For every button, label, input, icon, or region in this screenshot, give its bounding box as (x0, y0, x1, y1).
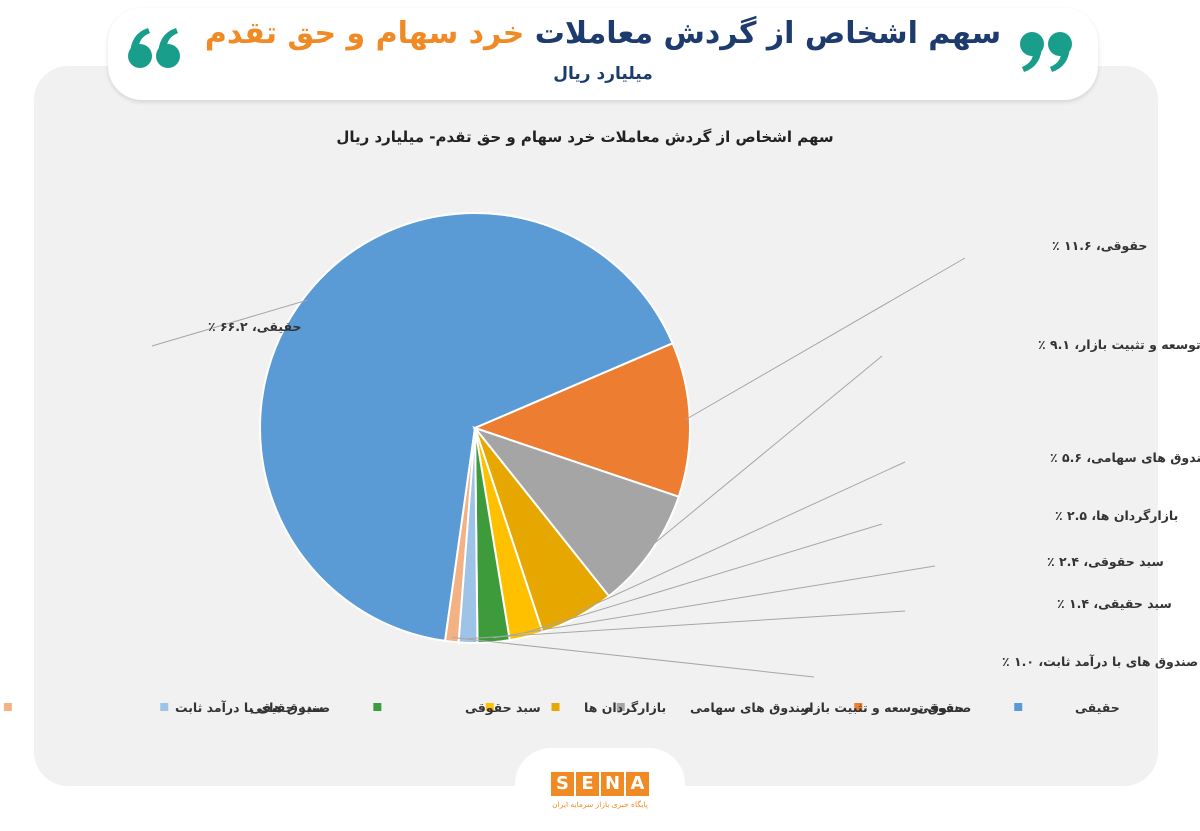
legend-entry: حقوقی (917, 700, 964, 715)
legend-entry: سبد حقیقی (250, 700, 324, 715)
quote-close-icon (1020, 32, 1072, 72)
pie-slice (259, 212, 674, 643)
data-label: سبد حقوقی، ۲.۴ ٪ (1047, 554, 1164, 569)
page-title: سهم اشخاص از گردش معاملات خرد سهام و حق … (108, 16, 1098, 51)
logo-letter: E (576, 772, 599, 796)
sena-logo: S E N A (551, 772, 649, 796)
legend-swatch (160, 703, 169, 711)
legend-swatch (854, 703, 863, 711)
legend-swatch (373, 703, 382, 711)
data-label: سبد حقیقی، ۱.۴ ٪ (1057, 596, 1172, 611)
pie-slice (472, 425, 680, 598)
legend-swatch (1014, 703, 1023, 711)
legend-swatch (551, 703, 560, 711)
leader-line (468, 610, 906, 640)
legend-entry: صندوق های با درآمد ثابت (175, 700, 330, 715)
data-labels: حقیقی، ۶۶.۲ ٪ حقوقی، ۱۱.۶ ٪ صندوق توسعه و … (208, 238, 1200, 669)
legend-entry: بازارگردان ها (584, 700, 666, 715)
logo-letter: N (601, 772, 624, 796)
logo-letter: S (551, 772, 574, 796)
legend-swatch (485, 703, 494, 711)
logo-letter: A (626, 772, 649, 796)
data-label: صندوق های سهامی، ۵.۶ ٪ (1050, 450, 1200, 465)
quote-open-icon (128, 28, 180, 68)
pie-slice (443, 427, 476, 644)
leader-line (493, 565, 936, 639)
logo-tagline: پایگاه خبری بازار سرمایه ایران (552, 800, 648, 809)
leader-line (575, 461, 906, 614)
page-subtitle: میلیارد ریال (553, 64, 653, 84)
footer-logo: S E N A پایگاه خبری بازار سرمایه ایران (515, 748, 685, 831)
leader-lines (151, 257, 966, 678)
chart-title: سهم اشخاص از گردش معاملات خرد سهام و حق … (336, 128, 833, 146)
title-part-2: خرد سهام و حق تقدم (204, 16, 525, 51)
pie-slices (259, 212, 691, 644)
legend-entry: سبد حقوقی (465, 700, 541, 715)
title-part-1: سهم اشخاص از گردش معاملات (534, 16, 1002, 51)
data-label: بازارگردان ها، ۲.۵ ٪ (1055, 508, 1178, 523)
leader-line (647, 355, 883, 550)
leader-line (452, 636, 815, 678)
data-label: حقوقی، ۱۱.۶ ٪ (1052, 238, 1147, 253)
legend-entry: صندوق توسعه و تثبیت بازار (801, 700, 971, 715)
legend-swatch (616, 703, 625, 711)
pie-slice (472, 341, 691, 498)
leader-line (685, 257, 966, 421)
data-label: حقیقی، ۶۶.۲ ٪ (208, 319, 301, 334)
legend-entry: حقیقی (1075, 700, 1120, 715)
leader-line (151, 299, 308, 347)
data-label: صندوق های با درآمد ثابت، ۱.۰ ٪ (1002, 654, 1198, 669)
data-label: صندوق توسعه و تثبیت بازار، ۹.۱ ٪ (1038, 337, 1200, 352)
legend-swatch (3, 703, 12, 711)
legend-entry: صندوق های سهامی (690, 700, 813, 715)
leader-line (525, 523, 883, 634)
header-banner: سهم اشخاص از گردش معاملات خرد سهام و حق … (108, 8, 1098, 100)
